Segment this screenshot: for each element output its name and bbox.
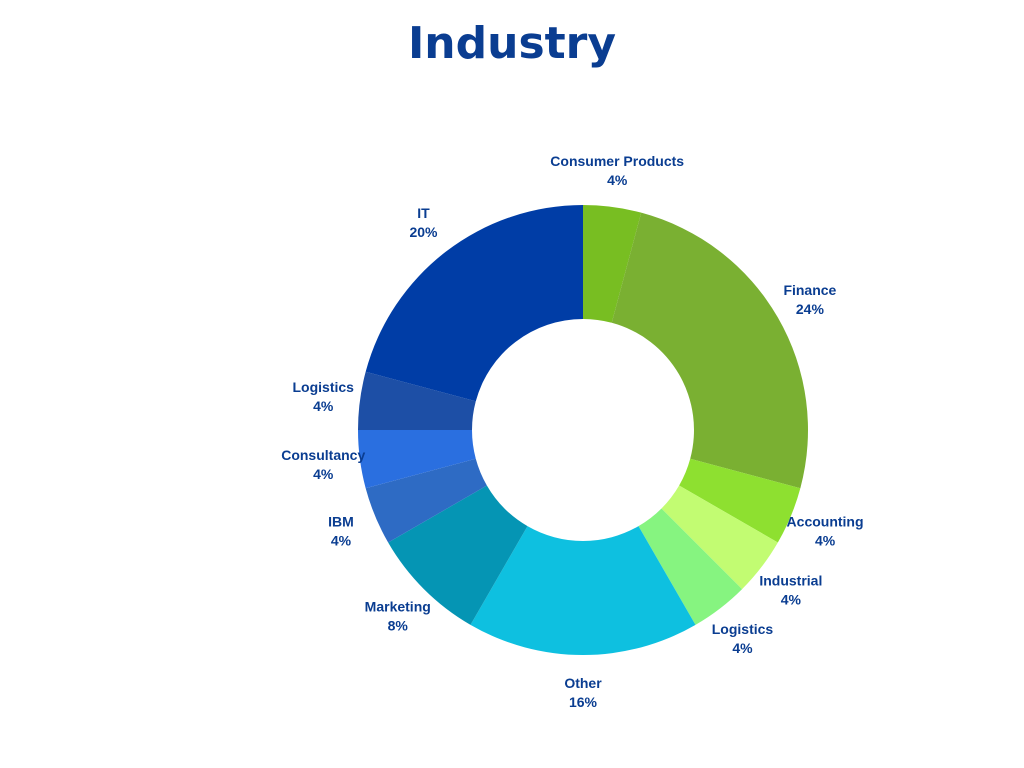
slice-label-accounting-2: Accounting 4% [787, 513, 864, 548]
slice-ibm-7 [365, 458, 487, 543]
slice-logistics-4 [638, 508, 743, 625]
chart-title: Industry [407, 18, 617, 69]
slice-label-other-5: Other 16% [564, 675, 602, 710]
slice-finance-1 [611, 212, 808, 489]
slice-label-ibm-7: IBM 4% [328, 513, 354, 548]
slice-label-consumer-products-0: Consumer Products 4% [550, 153, 684, 188]
slice-industrial-3 [661, 485, 778, 590]
slice-label-industrial-3: Industrial 4% [759, 572, 822, 607]
slice-label-logistics-9: Logistics 4% [293, 379, 355, 414]
slice-label-consultancy-8: Consultancy 4% [281, 447, 365, 482]
slice-it-10 [365, 205, 583, 402]
slice-other-5 [470, 526, 696, 655]
slice-accounting-2 [679, 458, 801, 543]
slice-consumer-products-0 [583, 205, 642, 323]
slices-group [358, 205, 808, 655]
slice-label-logistics-4: Logistics 4% [712, 621, 774, 656]
slice-label-marketing-6: Marketing 8% [365, 598, 431, 633]
slice-logistics-9 [358, 371, 476, 430]
labels-group: Consumer Products 4% Finance 24% Accounting 4… [281, 153, 863, 710]
slice-marketing-6 [388, 485, 528, 625]
slice-label-it-10: IT 20% [409, 205, 438, 240]
slice-label-finance-1: Finance 24% [783, 282, 836, 317]
slice-consultancy-8 [358, 430, 476, 489]
